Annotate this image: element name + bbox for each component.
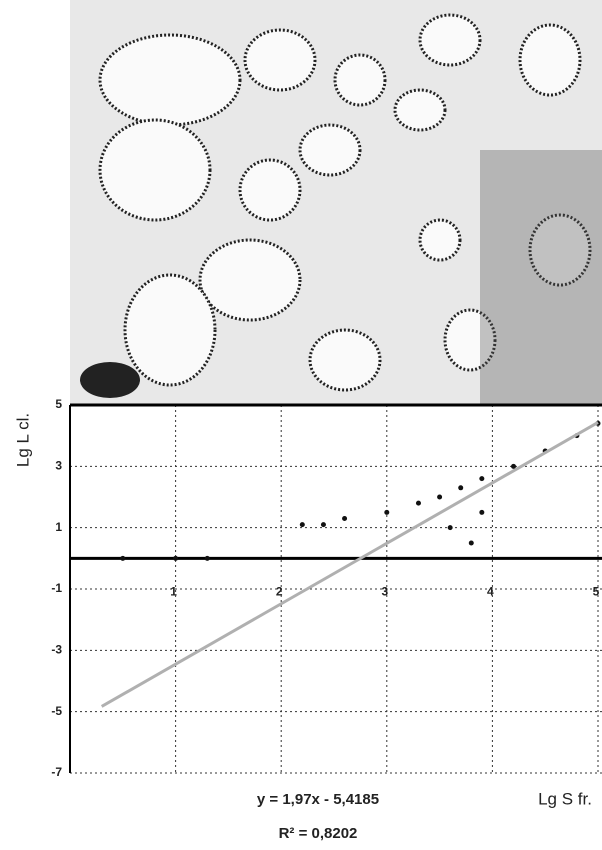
point [458, 485, 464, 491]
point [173, 555, 179, 561]
y-tick-label: -5 [51, 704, 62, 718]
x-axis-label: Lg S fr. [538, 789, 592, 808]
y-tick-label: 1 [55, 520, 62, 534]
point [511, 463, 517, 469]
trendline [100, 421, 599, 708]
point [468, 540, 474, 546]
y-tick-label: 5 [55, 397, 62, 411]
point [342, 515, 348, 521]
y-tick-label: -1 [51, 581, 62, 595]
equation: y = 1,97x - 5,4185 [257, 791, 379, 808]
point [204, 555, 210, 561]
y-tick-label: -3 [51, 643, 62, 657]
r-squared: R² = 0,8202 [279, 825, 358, 842]
x-tick-label: 4 [487, 585, 494, 599]
micrograph [70, 0, 602, 405]
point [299, 522, 305, 528]
point [437, 494, 443, 500]
x-tick-label: 3 [381, 585, 388, 599]
y-tick-label: 3 [55, 459, 62, 473]
y-tick-label: -7 [51, 765, 62, 779]
point [447, 525, 453, 531]
x-tick-label: 5 [593, 585, 600, 599]
x-tick-label: 2 [276, 585, 283, 599]
point [320, 522, 326, 528]
point [384, 509, 390, 515]
point [415, 500, 421, 506]
point [479, 509, 485, 515]
y-axis-label: Lg L cl. [13, 413, 32, 467]
point [479, 476, 485, 482]
point [120, 555, 126, 561]
x-tick-label: 1 [170, 585, 177, 599]
